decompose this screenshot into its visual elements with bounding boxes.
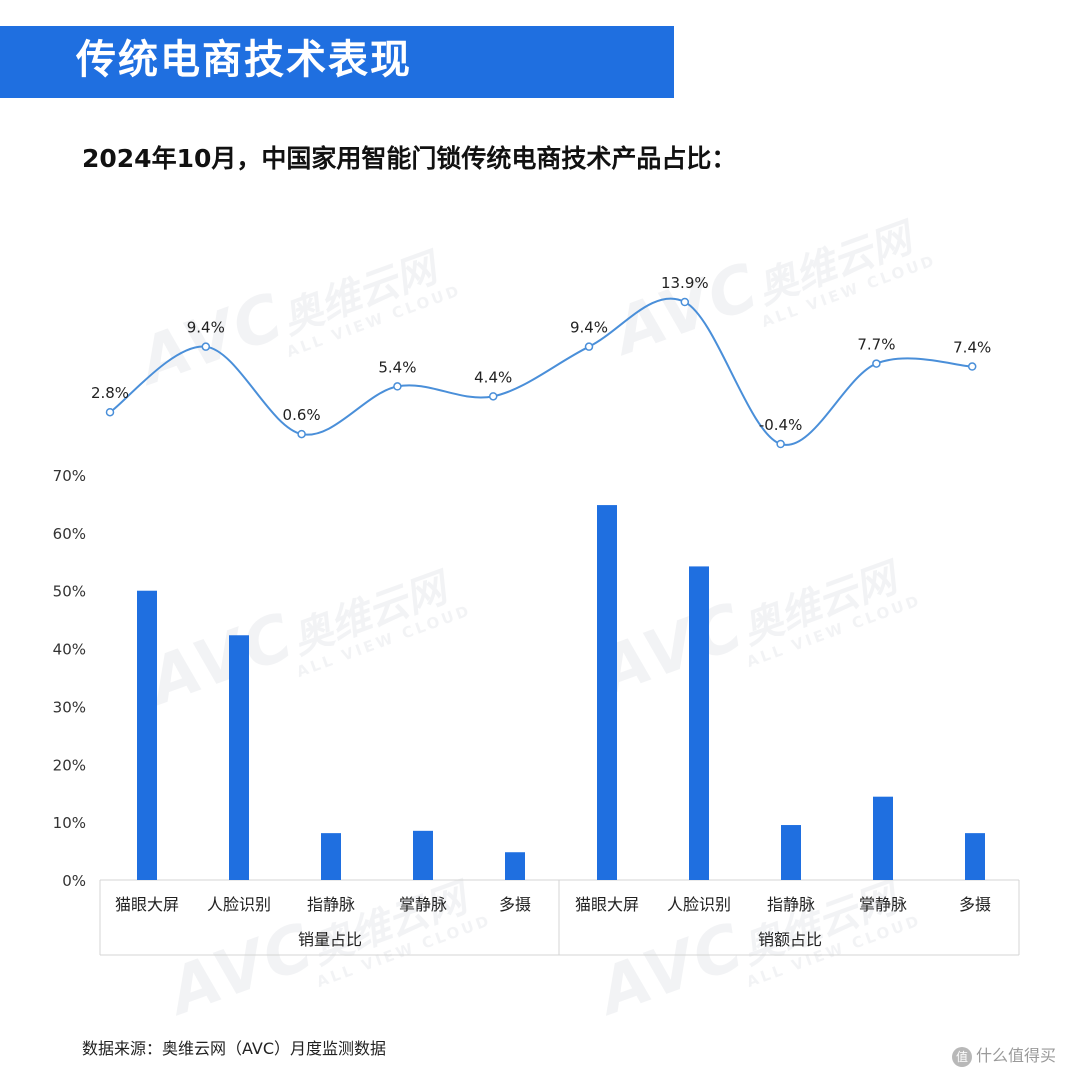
point-label: 7.4% xyxy=(953,339,991,357)
bar xyxy=(873,796,893,880)
corner-watermark: 值什么值得买 xyxy=(952,1044,1056,1068)
y-tick-label: 0% xyxy=(62,872,86,890)
corner-watermark-text: 什么值得买 xyxy=(976,1046,1057,1065)
x-tick-label: 多摄 xyxy=(959,895,991,914)
line-point xyxy=(201,342,211,351)
group-label: 销额占比 xyxy=(758,930,822,949)
y-tick-label: 70% xyxy=(53,467,86,485)
x-tick-label: 多摄 xyxy=(499,895,531,914)
x-tick-label: 掌静脉 xyxy=(399,895,447,914)
x-tick-label: 猫眼大屏 xyxy=(115,895,179,914)
y-tick-label: 30% xyxy=(53,698,86,716)
line-point xyxy=(680,297,690,307)
bar xyxy=(321,833,341,880)
point-label: 5.4% xyxy=(378,358,416,376)
point-label: 9.4% xyxy=(187,319,225,337)
point-label: -0.4% xyxy=(759,416,803,434)
line-point xyxy=(105,407,115,417)
point-label: 2.8% xyxy=(91,384,129,402)
line-chart: 2.8% 9.4% 0.6% 5.4% 4.4% 9.4% 13.9% -0.4% 7.7% 7.… xyxy=(91,274,991,449)
bar xyxy=(137,590,157,880)
point-label: 9.4% xyxy=(570,319,608,337)
x-tick-label: 猫眼大屏 xyxy=(575,895,639,914)
chart-subtitle: 2024年10月，中国家用智能门锁传统电商技术产品占比： xyxy=(82,144,737,173)
data-source-note: 数据来源：奥维云网（AVC）月度监测数据 xyxy=(82,1039,387,1058)
page-title: 传统电商技术表现 xyxy=(76,37,412,83)
line-point xyxy=(872,359,881,368)
y-tick-label: 60% xyxy=(53,525,86,543)
bar xyxy=(229,635,249,880)
bar xyxy=(505,852,525,880)
x-tick-label: 掌静脉 xyxy=(859,895,907,914)
x-tick-label: 人脸识别 xyxy=(667,895,731,914)
point-label: 13.9% xyxy=(661,274,709,292)
corner-badge-icon: 值 xyxy=(952,1046,972,1067)
point-label: 4.4% xyxy=(474,368,512,386)
y-tick-label: 10% xyxy=(53,814,86,832)
line-point xyxy=(584,342,594,351)
y-tick-label: 40% xyxy=(53,641,86,659)
bar-chart: 0% 10% 20% 30% 40% 50% 60% 70% 猫眼大屏 人脸识别 指静脉 掌静脉 多摄 猫… xyxy=(53,467,1020,956)
point-label: 7.7% xyxy=(857,336,895,354)
x-tick-label: 指静脉 xyxy=(307,895,355,914)
line-point xyxy=(776,439,785,449)
x-tick-label: 指静脉 xyxy=(767,895,815,914)
line-point xyxy=(488,392,498,401)
point-label: 0.6% xyxy=(283,406,321,424)
group-label: 销量占比 xyxy=(298,930,362,949)
bar xyxy=(781,825,801,880)
bar xyxy=(413,830,433,880)
line-point xyxy=(967,362,977,371)
bar xyxy=(597,505,617,880)
bar xyxy=(965,833,985,880)
x-tick-label: 人脸识别 xyxy=(207,895,271,914)
line-point xyxy=(297,429,306,439)
y-tick-label: 50% xyxy=(53,583,86,601)
trend-line xyxy=(109,297,973,446)
title-banner: 传统电商技术表现 xyxy=(0,26,674,98)
line-point xyxy=(393,382,402,391)
y-tick-label: 20% xyxy=(53,756,86,774)
bar xyxy=(689,566,709,880)
